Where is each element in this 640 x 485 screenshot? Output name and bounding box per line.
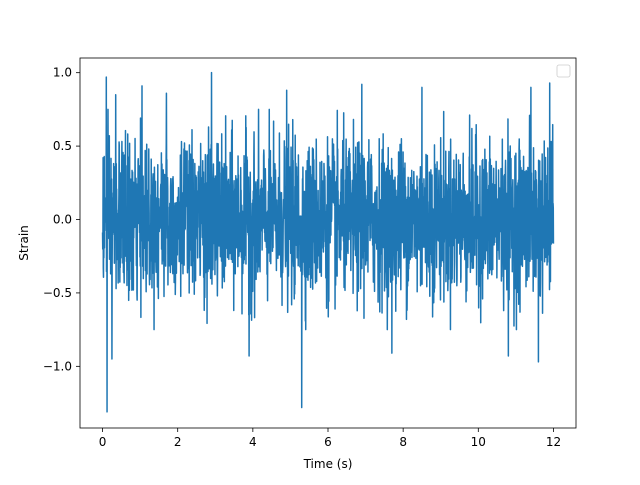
x-tick-label: 6 <box>324 435 332 449</box>
x-axis-ticks: 0 2 4 6 8 10 12 <box>99 428 561 449</box>
x-tick-label: 2 <box>174 435 182 449</box>
legend-box <box>556 64 571 78</box>
x-tick-label: 0 <box>99 435 107 449</box>
x-tick-label: 12 <box>546 435 561 449</box>
y-tick-label: 0.0 <box>53 213 72 227</box>
y-tick-label: 1.0 <box>53 66 72 80</box>
series-line-strain <box>101 71 555 413</box>
x-axis-label: Time (s) <box>303 457 353 471</box>
x-tick-label: 8 <box>399 435 407 449</box>
x-tick-label: 4 <box>249 435 257 449</box>
plot-area: 0 2 4 6 8 10 12 1.0 0.5 0.0 −0.5 −1.0 <box>43 57 577 449</box>
y-tick-label: −0.5 <box>43 286 72 300</box>
x-tick-label: 10 <box>471 435 486 449</box>
y-tick-label: −1.0 <box>43 359 72 373</box>
axes-frame <box>79 57 577 429</box>
y-tick-label: 0.5 <box>53 139 72 153</box>
y-axis-ticks: 1.0 0.5 0.0 −0.5 −1.0 <box>43 66 80 373</box>
y-axis-label: Strain <box>17 225 31 261</box>
